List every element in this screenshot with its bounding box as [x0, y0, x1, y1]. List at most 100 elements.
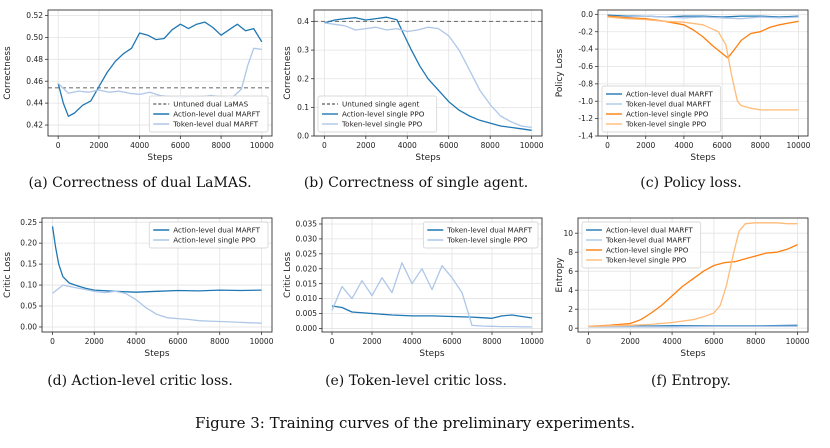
chart-b-ytick-label-0: 0.0 — [297, 132, 309, 141]
chart-c-ytick-label-5: -0.4 — [578, 45, 593, 54]
chart-a-series-0-line — [57, 21, 263, 117]
chart-c-ylabel: Policy Loss — [555, 48, 565, 97]
chart-a-xtick-label-0: 0 — [56, 141, 61, 150]
chart-a-series-1-line — [57, 47, 262, 100]
chart-c-ytick-label-3: -0.8 — [578, 79, 593, 88]
panel-b: 0 2000 4000 6000 8000 10000 0.0 0.1 0.2 0.3 0.4 Ste… — [280, 0, 552, 202]
chart-e-xtick-label-2: 4000 — [402, 337, 421, 346]
chart-f-frame — [577, 217, 809, 333]
chart-f-legend-box — [581, 221, 702, 269]
chart-f-xtick-label-1: 2000 — [621, 337, 640, 346]
panel-e: 0 2000 4000 6000 8000 10000 0.000 0.005 0.010 0.0… — [280, 210, 552, 410]
chart-f-legend-label-2: Action-level single PPO — [606, 246, 689, 255]
caption-d: (d) Action-level critic loss. — [47, 373, 233, 389]
chart-c-series-2-line — [607, 15, 799, 59]
chart-c-legend-box — [601, 85, 722, 133]
caption-e: (e) Token-level critic loss. — [325, 373, 507, 389]
chart-e-frame — [321, 217, 543, 333]
chart-b-xlabel: Steps — [415, 153, 440, 163]
chart-e-xtick-label-0: 0 — [330, 337, 335, 346]
chart-e-legend-box — [422, 221, 539, 249]
chart-c-ytick-label-7: 0.0 — [581, 10, 593, 19]
chart-e-ylabel: Critic Loss — [283, 252, 293, 298]
chart-f-series-1-line — [588, 325, 798, 328]
chart-e-xtick-label-1: 2000 — [362, 337, 381, 346]
chart-a-xtick-label-4: 8000 — [212, 141, 231, 150]
chart-b-ytick-label-3: 0.3 — [297, 46, 309, 55]
chart-b-xtick-label-1: 2000 — [356, 141, 375, 150]
chart-f-series-2-line — [588, 244, 798, 327]
panel-a: 0 2000 4000 6000 8000 10000 0.42 0.44 0.46 0.48 0.… — [0, 0, 280, 202]
chart-e-ytick-label-5: 0.025 — [296, 249, 318, 258]
chart-a-ytick-label-0: 0.42 — [26, 121, 43, 130]
chart-d-plot: 0 2000 4000 6000 8000 10000 0.00 0.05 0.10 0.15 0.… — [3, 217, 274, 359]
chart-a-ytick-label-5: 0.52 — [26, 11, 43, 20]
chart-f-ytick-label-2: 4 — [568, 286, 573, 295]
chart-d-xtick-label-4: 8000 — [210, 337, 229, 346]
chart-a-xtick-label-5: 10000 — [250, 141, 274, 150]
chart-c-xlabel: Steps — [690, 153, 715, 163]
chart-b-legend-label-0: Untuned single agent — [342, 100, 420, 109]
chart-a-legend-label-0: Untuned dual LaMAS — [173, 100, 248, 109]
chart-c-xtick-label-2: 4000 — [674, 141, 693, 150]
chart-d-ytick-label-1: 0.05 — [20, 302, 37, 311]
figure-caption: Figure 3: Training curves of the prelimi… — [194, 414, 636, 432]
chart-e-xlabel: Steps — [419, 349, 444, 359]
chart-b-series-1-line — [324, 22, 532, 129]
chart-d-xlabel: Steps — [144, 349, 169, 359]
chart-e-ytick-label-7: 0.035 — [296, 220, 318, 229]
chart-d-series-0-line — [51, 226, 262, 293]
chart-c-ytick-label-6: -0.2 — [578, 27, 593, 36]
panel-f: 0 2000 4000 6000 8000 10000 0 2 4 6 8 10 Steps Entrop… — [552, 210, 830, 410]
chart-c-plot: 0 2000 4000 6000 8000 10000 -1.4 -1.2 -1.0 -0.8 -0… — [555, 9, 811, 163]
chart-e-ytick-label-2: 0.010 — [296, 294, 318, 303]
chart-d-ytick-label-4: 0.20 — [20, 239, 37, 248]
chart-b-xtick-label-5: 10000 — [520, 141, 544, 150]
chart-f-xtick-label-4: 8000 — [746, 337, 765, 346]
chart-d-xtick-label-1: 2000 — [85, 337, 104, 346]
chart-b-plot: 0 2000 4000 6000 8000 10000 0.0 0.1 0.2 0.3 0.4 Ste… — [283, 9, 544, 163]
chart-f-legend-label-3: Token-level single PPO — [605, 256, 687, 265]
chart-d-legend-label-1: Action-level single PPO — [173, 236, 256, 245]
chart-e-ytick-label-6: 0.030 — [296, 234, 318, 243]
chart-a-xtick-label-1: 2000 — [89, 141, 108, 150]
chart-d-xtick-label-5: 10000 — [250, 337, 274, 346]
chart-d-xtick-label-2: 4000 — [127, 337, 146, 346]
chart-a-xtick-label-3: 6000 — [171, 141, 190, 150]
caption-b: (b) Correctness of single agent. — [303, 175, 529, 191]
chart-e-legend-label-0: Token-level dual MARFT — [446, 226, 532, 235]
chart-e-plot: 0 2000 4000 6000 8000 10000 0.000 0.005 0.010 0.0… — [283, 217, 544, 359]
chart-c-xtick-label-4: 8000 — [751, 141, 770, 150]
chart-c-ytick-label-2: -1.0 — [578, 97, 593, 106]
chart-b-frame — [313, 9, 543, 137]
chart-f-ylabel: Entropy — [555, 257, 565, 293]
chart-b-legend-label-2: Token-level single PPO — [341, 120, 423, 129]
chart-a-ytick-label-1: 0.44 — [26, 99, 43, 108]
chart-c-ytick-label-1: -1.2 — [578, 114, 593, 123]
chart-b-xtick-label-2: 4000 — [398, 141, 417, 150]
panel-d: 0 2000 4000 6000 8000 10000 0.00 0.05 0.10 0.15 0.… — [0, 210, 280, 410]
chart-b-ytick-label-2: 0.2 — [297, 74, 309, 83]
chart-f-ytick-label-0: 0 — [568, 324, 573, 333]
caption-f: (f) Entropy. — [650, 373, 731, 389]
chart-f-xlabel: Steps — [680, 349, 705, 359]
chart-c-legend-label-3: Token-level single PPO — [625, 120, 707, 129]
chart-e-ytick-label-3: 0.015 — [296, 279, 318, 288]
chart-e-xtick-label-3: 6000 — [442, 337, 461, 346]
chart-f-ytick-label-3: 6 — [568, 267, 573, 276]
chart-a-ytick-label-4: 0.50 — [26, 33, 43, 42]
chart-e-xtick-label-5: 10000 — [520, 337, 544, 346]
chart-d-ytick-label-0: 0.00 — [20, 323, 37, 332]
chart-d-frame — [41, 217, 273, 333]
chart-f-series-3-line — [588, 222, 798, 327]
chart-d-legend-label-0: Action-level dual MARFT — [173, 226, 260, 235]
chart-a-legend-box — [148, 95, 269, 133]
chart-d-xtick-label-0: 0 — [50, 337, 55, 346]
chart-c-series-1-line — [607, 15, 799, 20]
chart-d-ytick-label-2: 0.10 — [20, 281, 37, 290]
chart-c-legend-label-1: Token-level dual MARFT — [625, 100, 711, 109]
chart-e-legend-label-1: Token-level single PPO — [446, 236, 528, 245]
chart-e-series-0-line — [331, 305, 533, 319]
chart-a-xtick-label-2: 4000 — [130, 141, 149, 150]
chart-a-frame — [47, 9, 273, 137]
